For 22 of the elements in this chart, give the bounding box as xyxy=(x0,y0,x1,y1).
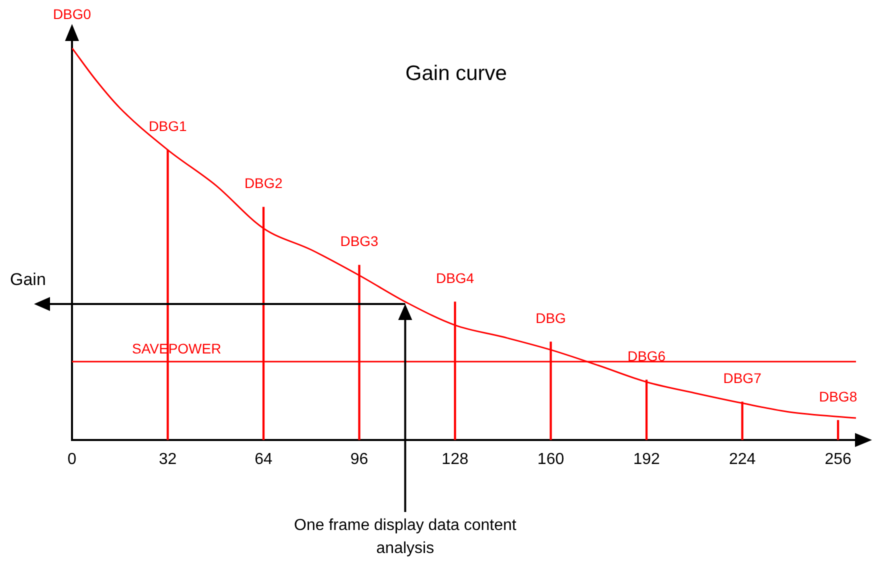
text: One frame display data content analysis xyxy=(293,516,518,559)
annotation: DBG3 xyxy=(340,233,379,250)
x-tick-label: 96 xyxy=(350,451,368,468)
annotation: DBG2 xyxy=(244,175,283,192)
annotation: DBG xyxy=(536,310,566,326)
x-tick-label: 128 xyxy=(442,451,468,468)
y-axis-title: Gain xyxy=(10,270,46,290)
x-tick-label: 256 xyxy=(824,451,852,468)
annotation: DBG4 xyxy=(436,270,474,286)
bar xyxy=(836,420,840,440)
annotation: DBG1 xyxy=(148,118,188,134)
x-tick-label: 224 xyxy=(728,451,756,468)
x-tick-label: 0 xyxy=(68,451,77,468)
x-tick-label: 192 xyxy=(633,451,660,468)
x-tick-label: 32 xyxy=(158,451,177,468)
annotation: DBG7 xyxy=(723,370,762,386)
annotation: DBG0 xyxy=(52,6,92,22)
x-tick-label: 64 xyxy=(254,451,273,468)
x-tick-label: 160 xyxy=(537,451,564,468)
text: Gain curve xyxy=(405,62,507,85)
annotation: DBG6 xyxy=(627,348,666,364)
annotation: DBG8 xyxy=(818,388,858,404)
